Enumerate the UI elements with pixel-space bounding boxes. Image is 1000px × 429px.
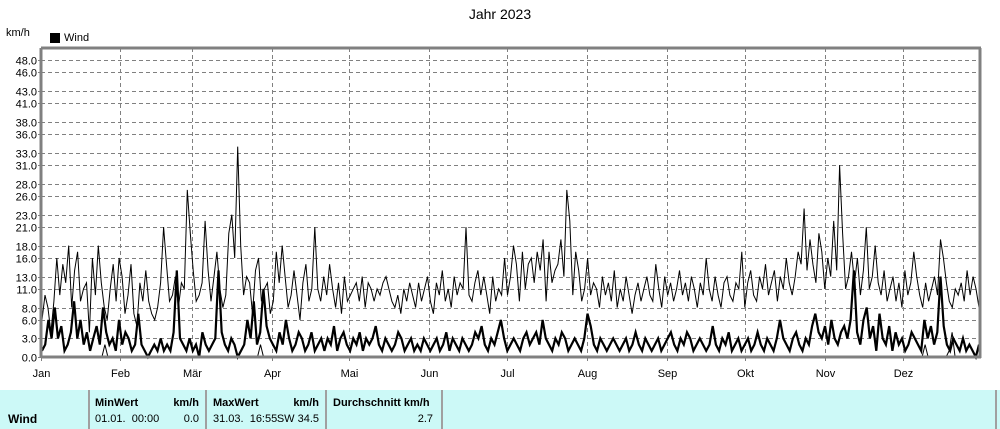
y-tick-label: 6.0 xyxy=(22,316,37,328)
empty-cell xyxy=(441,390,997,429)
legend-label: Wind xyxy=(64,32,90,44)
y-tick-label: 0.0 xyxy=(22,353,37,365)
min-time: 01.01. 00:00 xyxy=(95,413,160,425)
min-header: MinWert xyxy=(95,397,139,409)
series-line xyxy=(41,270,981,361)
y-tick-label: 3.0 xyxy=(22,334,37,346)
x-tick-label: Aug xyxy=(578,368,598,380)
x-tick-label: Sep xyxy=(658,368,678,380)
y-tick-label: 48.0 xyxy=(16,56,37,68)
y-tick-label: 8.0 xyxy=(22,304,37,316)
legend: Wind xyxy=(50,32,89,44)
y-tick-label: 41.0 xyxy=(16,99,37,111)
series-line xyxy=(41,146,980,333)
x-tick-label: Nov xyxy=(816,368,836,380)
y-tick-label: 31.0 xyxy=(16,161,37,173)
min-unit: km/h xyxy=(173,397,199,409)
y-tick-label: 11.0 xyxy=(16,285,37,297)
chart-title: Jahr 2023 xyxy=(468,6,532,22)
y-tick-label: 46.0 xyxy=(16,68,37,80)
x-tick-label: Okt xyxy=(737,368,754,380)
y-tick-label: 26.0 xyxy=(16,192,37,204)
min-value: 0.0 xyxy=(183,413,199,425)
max-cell: MaxWert km/h 31.03. 16:55 SW 34.5 xyxy=(205,390,325,429)
y-tick-label: 33.0 xyxy=(16,149,37,161)
x-tick-label: Feb xyxy=(111,368,130,380)
y-tick-label: 18.0 xyxy=(16,242,37,254)
avg-value: 2.7 xyxy=(417,413,433,425)
x-tick-label: Apr xyxy=(264,368,281,380)
x-tick-label: Jan xyxy=(33,368,51,380)
y-tick-label: 43.0 xyxy=(16,87,37,99)
max-unit: km/h xyxy=(293,397,319,409)
line-chart: 0.0 3.0 6.08.0 11.013.0 16.018.0 21.023.0 26.0… xyxy=(16,46,982,380)
x-tick-label: Jun xyxy=(421,368,439,380)
x-tick-label: Mai xyxy=(341,368,359,380)
y-tick-label: 36.0 xyxy=(16,130,37,142)
max-time: 31.03. 16:55 xyxy=(213,413,278,425)
x-tick-label: Dez xyxy=(894,368,914,380)
avg-header: Durchschnitt km/h xyxy=(333,397,430,409)
max-header: MaxWert xyxy=(213,397,259,409)
y-axis-unit: km/h xyxy=(6,27,30,39)
legend-swatch-icon xyxy=(50,33,60,43)
stats-row-label: Wind xyxy=(8,412,38,426)
y-tick-label: 13.0 xyxy=(16,273,37,285)
x-tick-label: Mär xyxy=(183,368,202,380)
avg-cell: Durchschnitt km/h 2.7 xyxy=(325,390,441,429)
x-tick-label: Jul xyxy=(500,368,514,380)
y-tick-label: 21.0 xyxy=(16,223,37,235)
min-cell: MinWert km/h 01.01. 00:00 0.0 xyxy=(88,390,205,429)
y-tick-label: 23.0 xyxy=(16,211,37,223)
max-value: SW 34.5 xyxy=(276,413,319,425)
y-tick-label: 38.0 xyxy=(16,118,37,130)
stats-table: Wind MinWert km/h 01.01. 00:00 0.0 MaxWe… xyxy=(0,390,1000,429)
y-tick-label: 16.0 xyxy=(16,254,37,266)
y-tick-label: 28.0 xyxy=(16,180,37,192)
